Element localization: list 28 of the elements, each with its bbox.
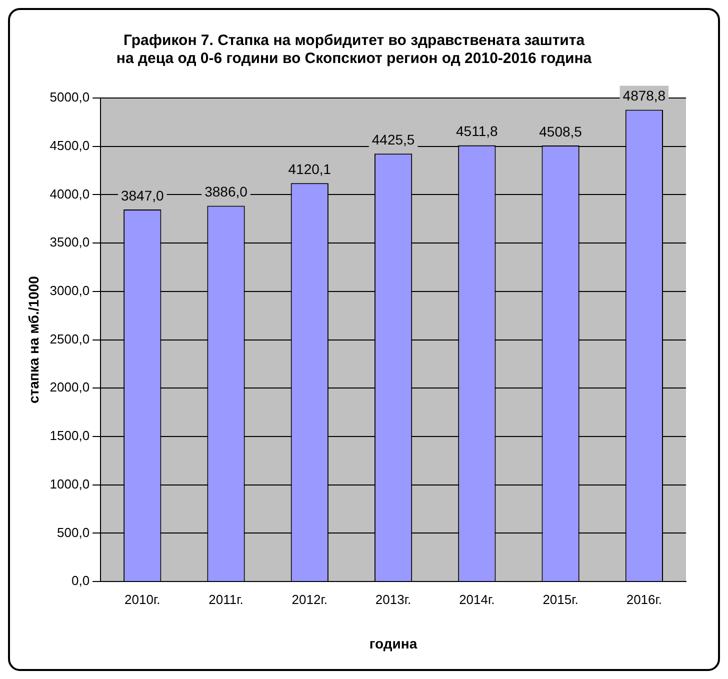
data-label: 4878,8: [622, 88, 666, 104]
x-tick-label: 2014г.: [459, 592, 495, 607]
y-tick-label: 0,0: [71, 573, 90, 588]
x-tick-label: 2010г.: [124, 592, 160, 607]
y-tick-label: 4000,0: [50, 186, 90, 202]
y-tick-label: 1500,0: [50, 428, 90, 444]
y-tick-label: 3500,0: [50, 234, 90, 250]
y-tick-label: 5000,0: [50, 90, 90, 105]
x-tick-label: 2011г.: [208, 592, 244, 607]
data-label: 4425,5: [372, 131, 415, 148]
data-label: 4508,5: [539, 123, 582, 140]
y-tick-label: 4500,0: [50, 138, 90, 153]
y-tick-label: 2500,0: [50, 331, 90, 346]
x-axis-title: година: [369, 635, 418, 652]
data-label: 3847,0: [120, 187, 164, 204]
chart-title: Графикон 7. Стапка на морбидитет во здравствената заштита на деца од 0-6 години во Скопскиот регион од 2010-2016 година: [116, 32, 592, 68]
y-tick-label: 2000,0: [50, 380, 90, 395]
x-tick-label: 2016г.: [626, 592, 662, 607]
data-label: 3886,0: [204, 184, 248, 200]
y-axis-title: стапка на мб./1000: [25, 276, 42, 404]
data-label: 4120,1: [288, 160, 332, 177]
data-label: 4511,8: [456, 123, 498, 140]
y-tick-label: 500,0: [57, 524, 90, 540]
x-tick-label: 2015г.: [542, 592, 578, 607]
y-tick-label: 3000,0: [50, 283, 90, 298]
y-tick-label: 1000,0: [50, 476, 90, 492]
x-tick-label: 2013г.: [375, 592, 412, 607]
x-tick-label: 2012г.: [292, 592, 328, 607]
